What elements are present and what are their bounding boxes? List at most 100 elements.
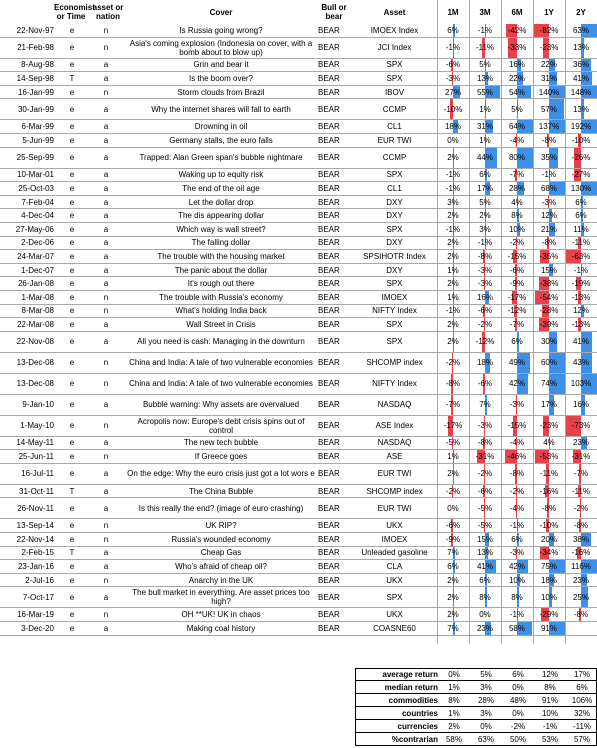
- return-value: 91%: [540, 623, 557, 633]
- return-bar: [549, 263, 553, 277]
- cover-title: Let the dollar drop: [188, 197, 254, 207]
- return-value: 192%: [570, 122, 592, 132]
- return-bar: [576, 546, 581, 560]
- return-cell: 13%: [469, 72, 501, 85]
- bull-bear: BEAR: [318, 170, 340, 180]
- return-value: 74%: [540, 379, 557, 389]
- asset-nation-flag: a: [103, 486, 109, 496]
- summary-label: countries: [401, 708, 438, 718]
- source-flag: e: [69, 122, 75, 132]
- return-value: 5%: [511, 104, 523, 114]
- return-cell: -1%: [437, 304, 469, 318]
- return-cell: 28%: [501, 182, 533, 195]
- cover-title: Is Russia going wrong?: [179, 25, 263, 35]
- asset-name: NIFTY Index: [372, 306, 417, 316]
- return-cell: -3%: [469, 277, 501, 290]
- asset-name: ASE: [386, 452, 403, 462]
- summary-value: 32%: [573, 708, 590, 718]
- return-cell: 6%: [565, 195, 597, 209]
- return-bar: [549, 533, 555, 546]
- return-value: 0%: [447, 503, 459, 513]
- return-bar: [517, 120, 533, 133]
- cover-date: 22-Nov-14: [16, 534, 54, 544]
- return-bar: [581, 195, 583, 209]
- asset-nation-flag: a: [103, 400, 109, 410]
- return-bar: [485, 394, 487, 415]
- source-flag: e: [69, 438, 75, 448]
- source-flag: e: [69, 358, 75, 368]
- return-bar: [453, 622, 455, 635]
- bull-bear: BEAR: [318, 534, 340, 544]
- asset-nation-flag: n: [103, 306, 109, 316]
- bull-bear: BEAR: [318, 251, 340, 261]
- source-flag: e: [69, 306, 75, 316]
- return-value: 5%: [479, 60, 491, 70]
- return-bar: [485, 352, 490, 373]
- asset-nation-flag: n: [103, 534, 109, 544]
- return-value: -1%: [509, 521, 525, 531]
- bull-bear: BEAR: [318, 575, 340, 585]
- return-value: -15%: [507, 251, 527, 261]
- return-cell: -54%: [533, 290, 565, 304]
- return-cell: 31%: [533, 72, 565, 85]
- return-cell: -7%: [565, 463, 597, 484]
- return-bar: [581, 72, 592, 85]
- return-cell: -2%: [437, 484, 469, 498]
- return-value: -2%: [573, 503, 589, 513]
- bull-bear: BEAR: [318, 486, 340, 496]
- return-bar: [484, 415, 485, 436]
- return-cell: 6%: [469, 168, 501, 182]
- return-bar: [541, 304, 549, 318]
- summary-value: 0%: [512, 708, 524, 718]
- return-bar: [452, 352, 453, 373]
- return-bar: [516, 546, 517, 560]
- return-bar: [485, 72, 489, 85]
- return-cell: -11%: [565, 484, 597, 498]
- return-value: -7%: [509, 170, 525, 180]
- return-cell: -1%: [437, 222, 469, 236]
- return-bar: [485, 533, 489, 546]
- return-cell: 148%: [565, 85, 597, 99]
- return-cell: 11%: [565, 222, 597, 236]
- return-bar: [476, 450, 485, 463]
- return-value: 49%: [508, 358, 525, 368]
- asset-name: CCMP: [382, 104, 407, 114]
- asset-name: SPX: [386, 60, 403, 70]
- return-bar: [517, 72, 523, 85]
- header-row: Economist or Time asset or nation Cover …: [0, 0, 597, 24]
- cover-title: Bubble warning: Why assets are overvalue…: [142, 400, 300, 410]
- source-flag: e: [69, 43, 75, 53]
- header-bull-bear: Bull or bear: [321, 3, 347, 21]
- return-cell: -17%: [437, 415, 469, 436]
- return-value: 25%: [572, 592, 589, 602]
- return-bar: [542, 415, 549, 436]
- return-cell: -12%: [469, 331, 501, 352]
- return-cell: 22%: [533, 58, 565, 72]
- cover-date: 4-Dec-04: [21, 211, 54, 221]
- return-value: 16%: [476, 292, 493, 302]
- return-value: 16%: [508, 60, 525, 70]
- return-value: -2%: [509, 486, 525, 496]
- return-value: -82%: [539, 25, 559, 35]
- cover-date: 13-Sep-14: [16, 521, 54, 531]
- return-cell: 2%: [437, 463, 469, 484]
- return-value: -2%: [509, 238, 525, 248]
- return-cell: -63%: [565, 250, 597, 263]
- return-value: 55%: [476, 87, 493, 97]
- return-cell: -2%: [437, 352, 469, 373]
- return-bar: [481, 331, 485, 352]
- table-row: 24-Mar-07 e a The trouble with the housing …: [0, 250, 597, 264]
- bull-bear: BEAR: [318, 452, 340, 462]
- return-bar: [514, 277, 517, 290]
- source-flag: e: [69, 197, 75, 207]
- return-value: 27%: [444, 87, 461, 97]
- table-row: 21-Feb-98 e n Asia's coming explosion (Indo…: [0, 37, 597, 59]
- return-cell: 44%: [469, 147, 501, 168]
- return-cell: -34%: [533, 546, 565, 560]
- return-value: 58%: [508, 623, 525, 633]
- return-bar: [513, 304, 517, 318]
- return-bar: [538, 318, 549, 331]
- return-value: -5%: [477, 521, 493, 531]
- asset-nation-flag: n: [103, 521, 109, 531]
- return-bar: [453, 331, 454, 352]
